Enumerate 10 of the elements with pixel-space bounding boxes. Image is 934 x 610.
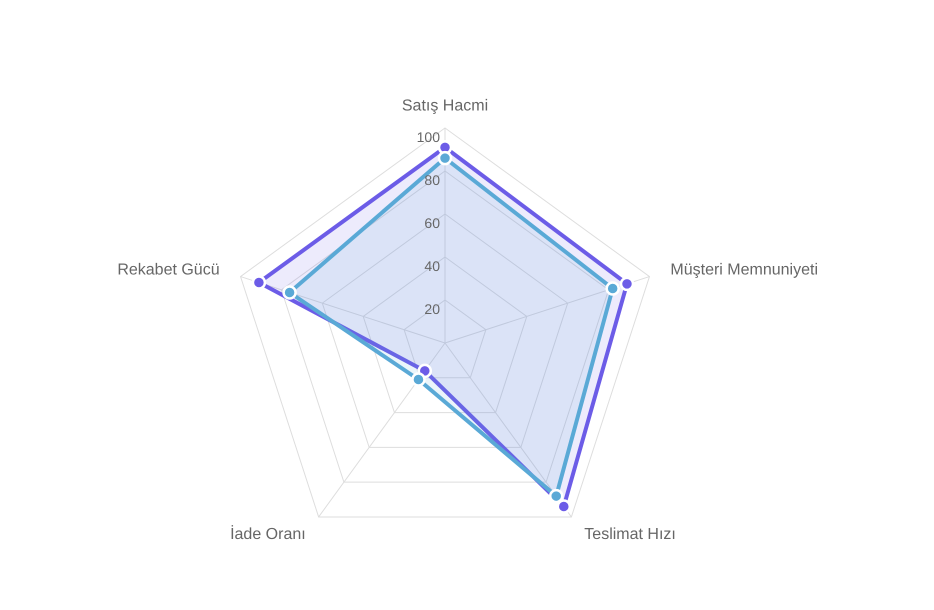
y-tick-label: 20: [424, 301, 440, 317]
spoke-label: Rekabet Gücü: [117, 261, 220, 278]
spoke-label: İade Oranı: [230, 525, 306, 544]
spoke-label: Satış Hacmi: [402, 98, 488, 114]
spoke-label: Teslimat Hızı: [584, 526, 676, 544]
y-tick-label: 60: [424, 215, 440, 231]
y-tick-label: 100: [416, 129, 440, 145]
y-tick-label: 80: [424, 172, 440, 188]
spoke-label: Müşteri Memnuniyeti: [670, 261, 818, 278]
y-tick-label: 40: [424, 258, 440, 274]
